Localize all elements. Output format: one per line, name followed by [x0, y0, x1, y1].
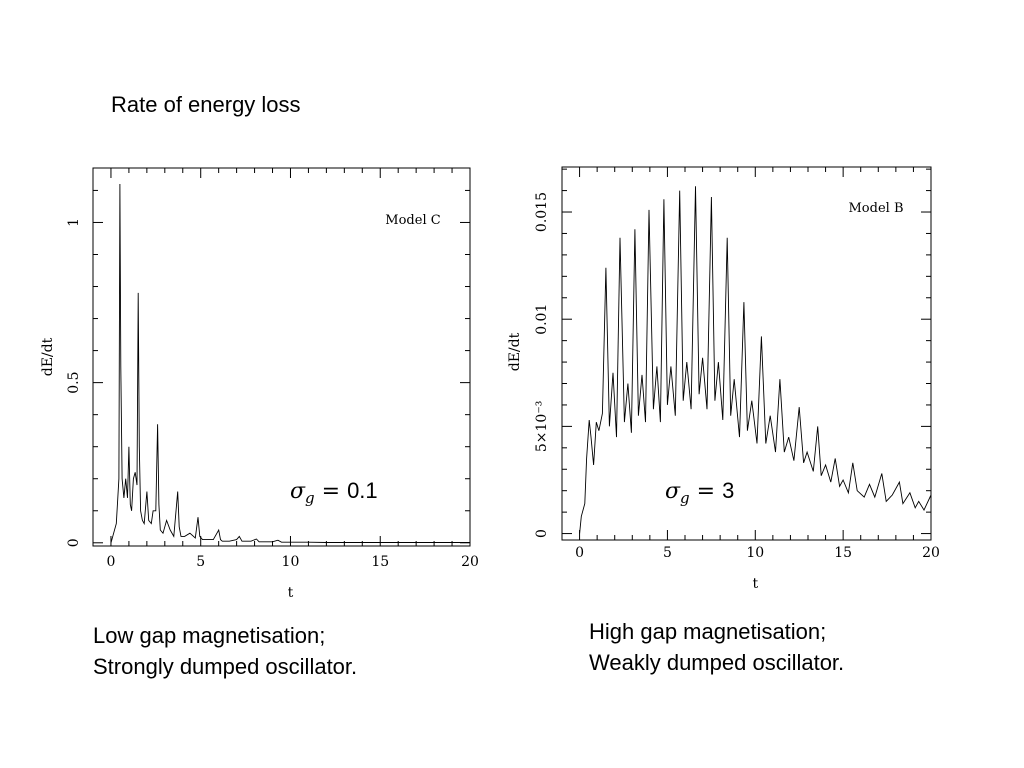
caption-left-line-1: Low gap magnetisation;: [93, 623, 326, 648]
y-tick-label: 5×10⁻³: [534, 401, 550, 452]
y-tick-label: 0.015: [534, 192, 550, 232]
caption-right: High gap magnetisation; Weakly dumped os…: [589, 616, 844, 678]
y-tick-label: 0.5: [66, 371, 82, 393]
x-axis-label: t: [752, 576, 758, 592]
x-tick-label: 20: [461, 554, 479, 570]
model-annotation: Model C: [385, 213, 440, 228]
y-tick-label: 0.01: [534, 304, 550, 335]
caption-left: Low gap magnetisation; Strongly dumped o…: [93, 620, 357, 682]
chart-model-c-group: 0 5 10 15 20 0 0.5 1 t dE/dt Model C σg = 0.1: [40, 167, 479, 601]
data-series-line: [110, 183, 470, 543]
chart-model-b-group: 0 5 10 15 20 0 5×10⁻³ 0.01 0.015 t dE/dt Model B σg …: [507, 166, 940, 592]
y-tick-label: 0: [534, 529, 550, 538]
plot-frame: [92, 167, 471, 547]
x-tick-label: 5: [663, 545, 672, 561]
data-series-line: [579, 186, 932, 534]
y-tick-label: 0: [66, 538, 82, 547]
caption-right-line-2: Weakly dumped oscillator.: [589, 650, 845, 675]
sigma-label: σg = 0.1: [290, 478, 378, 507]
x-tick-label: 10: [746, 545, 764, 561]
x-axis-label: t: [288, 585, 294, 601]
y-tick-label: 1: [66, 218, 82, 227]
y-axis-label: dE/dt: [507, 332, 523, 371]
x-tick-label: 20: [922, 545, 940, 561]
slide-title: Rate of energy loss: [111, 92, 301, 117]
x-tick-label: 5: [196, 554, 205, 570]
y-axis-label: dE/dt: [40, 337, 56, 376]
x-tick-label: 0: [106, 554, 115, 570]
plot-frame: [561, 166, 932, 541]
x-tick-label: 15: [834, 545, 852, 561]
sigma-label: σg = 3: [665, 478, 734, 507]
caption-right-line-1: High gap magnetisation;: [589, 619, 827, 644]
x-tick-label: 15: [371, 554, 389, 570]
x-tick-label: 0: [575, 545, 584, 561]
x-tick-label: 10: [282, 554, 300, 570]
caption-left-line-2: Strongly dumped oscillator.: [93, 654, 358, 679]
model-annotation: Model B: [849, 201, 904, 216]
